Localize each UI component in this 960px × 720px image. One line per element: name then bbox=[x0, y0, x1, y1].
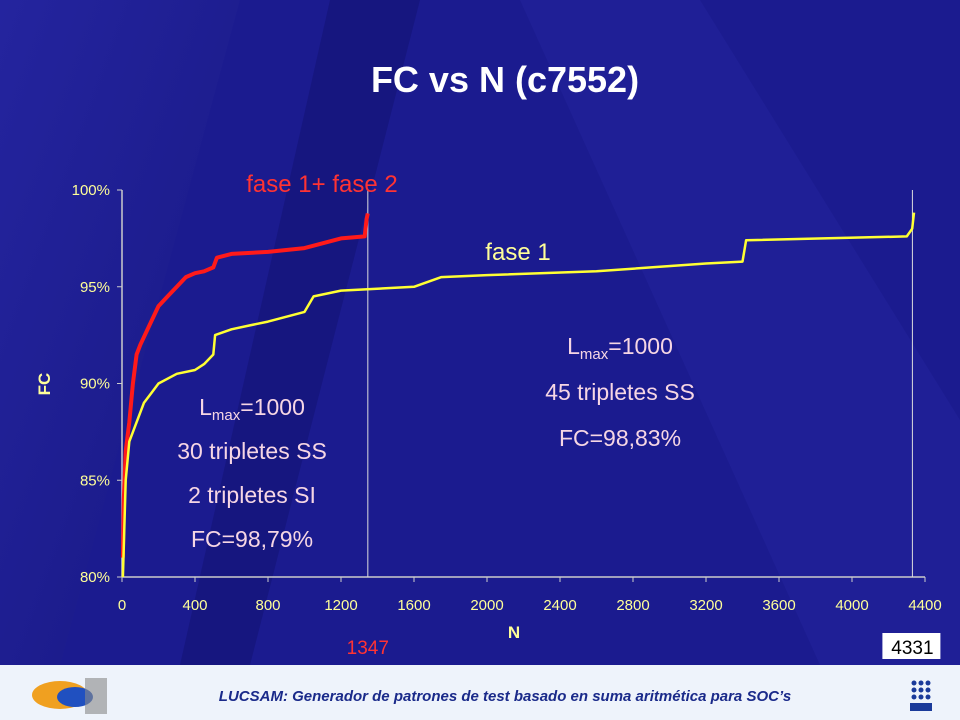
annotation-line: FC=98,79% bbox=[191, 526, 313, 552]
logo-left bbox=[32, 678, 107, 714]
annotation-line: FC=98,83% bbox=[559, 425, 681, 451]
bg-shape bbox=[180, 0, 420, 665]
annotation-l: L bbox=[567, 333, 580, 359]
x-tick-label: 4400 bbox=[908, 597, 941, 614]
series-line bbox=[120, 212, 370, 558]
y-axis-title: FC bbox=[35, 373, 54, 396]
y-tick-label: 95% bbox=[80, 279, 110, 296]
annotation-line: 30 tripletes SS bbox=[177, 438, 327, 464]
x-tick-label: 2400 bbox=[543, 597, 576, 614]
footer-text: LUCSAM: Generador de patrones de test ba… bbox=[219, 688, 791, 705]
marker-label: 4331 bbox=[891, 638, 933, 659]
y-tick-label: 80% bbox=[80, 569, 110, 586]
x-tick-label: 1200 bbox=[324, 597, 357, 614]
annotation-rest: =1000 bbox=[240, 394, 305, 420]
annotation-line: 45 tripletes SS bbox=[545, 379, 695, 405]
annotation-lmax: Lmax=1000 bbox=[567, 333, 673, 363]
marker-label: 1347 bbox=[347, 638, 389, 659]
marker-label-bg bbox=[882, 633, 941, 659]
chart-title: FC vs N (c7552) bbox=[371, 59, 639, 100]
series-label: fase 1+ fase 2 bbox=[246, 171, 397, 198]
y-tick-label: 100% bbox=[72, 182, 110, 199]
y-tick-label: 85% bbox=[80, 472, 110, 489]
annotation-rest: =1000 bbox=[608, 333, 673, 359]
x-tick-label: 2000 bbox=[470, 597, 503, 614]
x-tick-label: 2800 bbox=[616, 597, 649, 614]
x-tick-label: 0 bbox=[118, 597, 126, 614]
bg-shape bbox=[0, 0, 240, 665]
x-tick-label: 1600 bbox=[397, 597, 430, 614]
annotation-lmax: Lmax=1000 bbox=[199, 394, 305, 424]
x-tick-label: 400 bbox=[182, 597, 207, 614]
series-line bbox=[121, 212, 916, 578]
annotation-l: L bbox=[199, 394, 212, 420]
series-label: fase 1 bbox=[485, 239, 550, 266]
x-tick-label: 800 bbox=[255, 597, 280, 614]
y-tick-label: 90% bbox=[80, 376, 110, 393]
x-tick-label: 4000 bbox=[835, 597, 868, 614]
x-axis-title: N bbox=[508, 623, 520, 642]
annotation-sub: max bbox=[212, 407, 241, 424]
annotation-sub: max bbox=[580, 346, 609, 363]
x-tick-label: 3600 bbox=[762, 597, 795, 614]
footer-bar bbox=[0, 665, 960, 720]
logo-upc bbox=[910, 680, 932, 711]
bg-shape bbox=[520, 0, 960, 665]
x-tick-label: 3200 bbox=[689, 597, 722, 614]
annotation-line: 2 tripletes SI bbox=[188, 482, 316, 508]
